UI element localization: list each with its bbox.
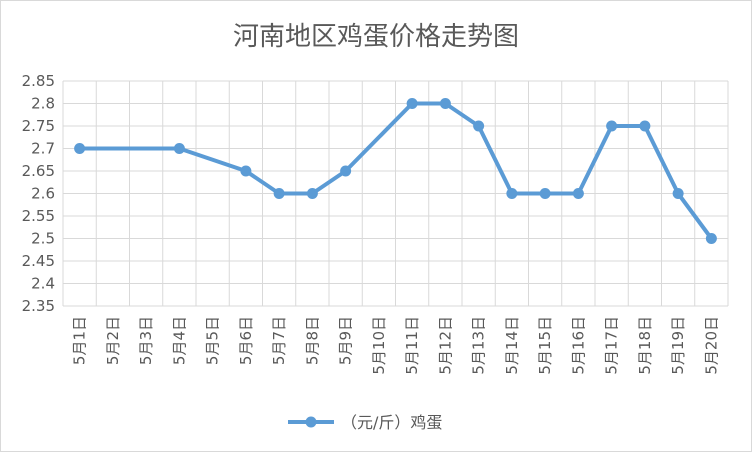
x-tick-label: 5月12日 <box>436 316 454 375</box>
x-tick-label: 5月17日 <box>603 316 621 375</box>
x-tick-label: 5月2日 <box>104 316 122 365</box>
y-tick-label: 2.85 <box>22 72 55 90</box>
data-point <box>240 165 252 177</box>
data-point <box>173 143 185 154</box>
data-point <box>306 188 318 199</box>
data-point <box>539 188 551 199</box>
series-line <box>79 101 713 240</box>
y-tick-label: 2.45 <box>22 252 55 270</box>
y-axis: 2.35 2.4 2.45 2.5 2.55 2.6 2.65 2.7 2.75 2.8 2.85 <box>22 72 55 315</box>
data-point <box>705 233 717 244</box>
chart-title: 河南地区鸡蛋价格走势图 <box>233 22 519 52</box>
x-tick-label: 5月5日 <box>204 316 222 365</box>
data-point <box>406 98 418 109</box>
x-tick-label: 5月18日 <box>636 316 654 375</box>
x-tick-label: 5月10日 <box>370 316 388 375</box>
data-point <box>473 120 485 132</box>
y-tick-label: 2.6 <box>31 185 55 203</box>
y-tick-label: 2.8 <box>31 95 55 113</box>
x-axis: 5月1日 5月2日 5月3日 5月4日 5月5日 5月6日 5月7日 5月8日 5月9日 5月10… <box>71 316 721 375</box>
gridlines <box>62 80 729 307</box>
y-tick-label: 2.65 <box>22 162 55 180</box>
data-point <box>639 120 651 132</box>
data-point <box>506 188 518 199</box>
y-tick-label: 2.7 <box>31 140 55 158</box>
x-tick-label: 5月9日 <box>337 316 355 365</box>
y-tick-label: 2.4 <box>31 275 55 293</box>
data-point <box>606 120 618 132</box>
legend: （元/斤）鸡蛋 <box>288 413 442 432</box>
y-tick-label: 2.35 <box>22 297 55 315</box>
x-tick-label: 5月14日 <box>503 316 521 375</box>
data-point <box>273 188 285 199</box>
x-tick-label: 5月7日 <box>270 316 288 365</box>
legend-label: （元/斤）鸡蛋 <box>341 413 442 432</box>
x-tick-label: 5月4日 <box>170 316 188 365</box>
x-tick-label: 5月8日 <box>303 316 321 365</box>
x-tick-label: 5月15日 <box>536 316 554 375</box>
x-tick-label: 5月6日 <box>237 316 255 365</box>
x-tick-label: 5月20日 <box>702 316 720 375</box>
x-tick-label: 5月13日 <box>470 316 488 375</box>
data-point <box>672 188 684 199</box>
y-tick-label: 2.75 <box>22 117 55 135</box>
x-tick-label: 5月11日 <box>403 316 421 375</box>
data-point <box>340 165 352 177</box>
x-tick-label: 5月1日 <box>71 316 89 365</box>
legend-point-marker <box>305 416 317 428</box>
data-point <box>572 188 584 199</box>
data-point <box>74 143 86 154</box>
x-tick-label: 5月19日 <box>669 316 687 375</box>
data-point <box>439 98 451 109</box>
plot-area <box>74 98 717 244</box>
y-tick-label: 2.55 <box>22 207 55 225</box>
y-tick-label: 2.5 <box>31 230 55 248</box>
x-tick-label: 5月3日 <box>137 316 155 365</box>
x-tick-label: 5月16日 <box>569 316 587 375</box>
